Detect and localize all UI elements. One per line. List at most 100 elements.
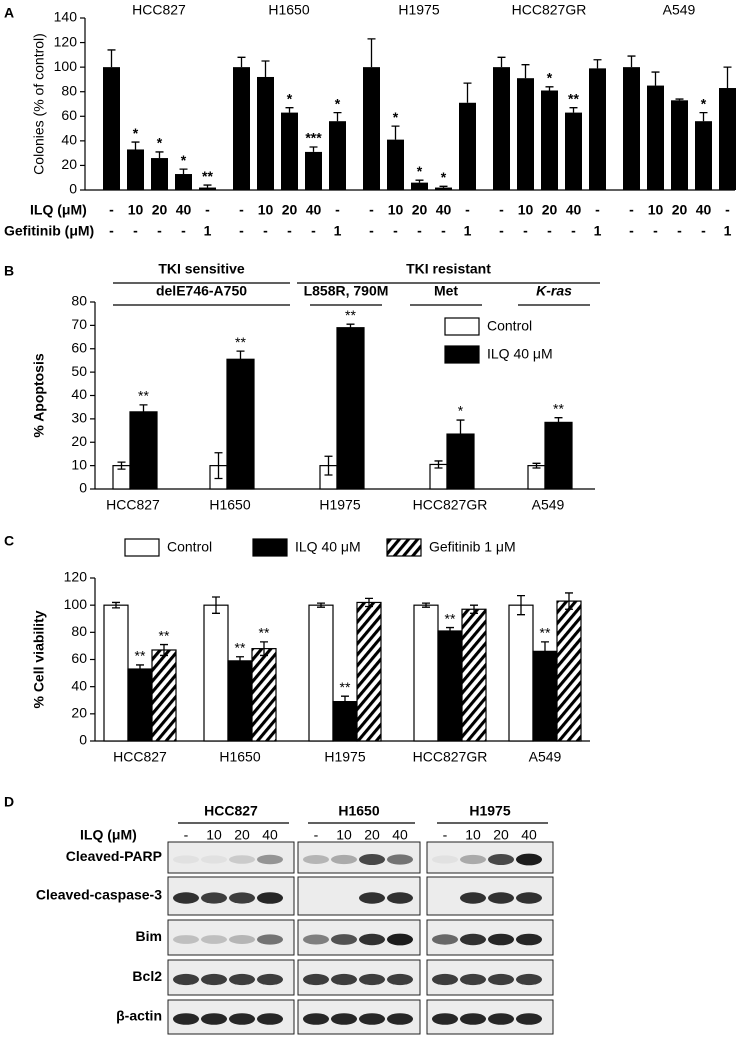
significance: *: [458, 403, 464, 419]
error-bar: [203, 184, 212, 188]
blot-band: [229, 935, 255, 944]
bar: [541, 90, 558, 190]
y-tick-label: 40: [61, 132, 77, 148]
blot-band: [359, 973, 385, 986]
significance: **: [235, 334, 246, 350]
condition-value: -: [311, 223, 316, 239]
blot-band: [387, 892, 413, 904]
treatment-label: ILQ (μM): [80, 827, 137, 843]
bar: [356, 601, 382, 742]
group-label: HCC827GR: [512, 2, 587, 18]
significance: **: [235, 639, 246, 655]
bar: [305, 151, 322, 190]
blot-band: [173, 973, 199, 986]
bar: [227, 660, 253, 742]
group-label: A549: [663, 2, 696, 18]
blot-band: [303, 1013, 329, 1025]
y-tick-label: 120: [54, 33, 78, 49]
condition-value: -: [133, 223, 138, 239]
y-tick-label: 60: [61, 107, 77, 123]
blot-band: [460, 1013, 486, 1025]
blot-band: [432, 1013, 458, 1025]
y-tick-label: 80: [61, 82, 77, 98]
bar: [281, 112, 298, 190]
significance: *: [701, 95, 707, 111]
condition-value: 40: [696, 202, 712, 218]
significance: *: [287, 90, 293, 106]
blot-band: [488, 892, 514, 904]
significance: *: [133, 125, 139, 141]
significance: *: [441, 169, 447, 185]
blot-band: [432, 973, 458, 986]
condition-value: 10: [128, 202, 144, 218]
blot-band: [201, 973, 227, 986]
error-bar: [333, 111, 342, 122]
y-tick-label: 100: [54, 58, 78, 74]
blot-band: [229, 892, 255, 904]
condition-value: -: [181, 223, 186, 239]
bar: [175, 174, 192, 190]
error-bar: [236, 656, 244, 666]
cell-line-label: H1975: [469, 803, 510, 819]
blot-band: [303, 855, 329, 864]
blot-panel: [167, 841, 295, 874]
bar: [203, 604, 229, 742]
protein-label: Cleaved-caspase-3: [36, 887, 162, 903]
x-tick-label: HCC827GR: [413, 749, 488, 765]
blot-band: [460, 973, 486, 986]
blot-band: [516, 853, 542, 866]
condition-value: 10: [648, 202, 664, 218]
error-bar: [554, 417, 563, 428]
condition-value: 1: [204, 223, 212, 239]
error-bar: [139, 404, 148, 420]
legend-label: Control: [167, 539, 212, 555]
error-bar: [136, 664, 144, 674]
x-tick-label: A549: [529, 749, 562, 765]
condition-value: 20: [282, 202, 298, 218]
y-tick-label: 30: [71, 410, 87, 426]
error-bar: [367, 38, 376, 68]
bar: [493, 67, 510, 190]
error-bar: [434, 460, 443, 469]
error-bar: [391, 125, 400, 140]
significance: **: [345, 307, 356, 323]
condition-value: -: [205, 202, 210, 218]
error-bar: [112, 601, 120, 609]
error-bar: [261, 60, 270, 77]
significance: **: [340, 679, 351, 695]
significance: *: [417, 163, 423, 179]
condition-value: 20: [542, 202, 558, 218]
error-bar: [497, 56, 506, 68]
bar: [129, 411, 158, 490]
error-bar: [260, 641, 268, 657]
lane-label: 20: [493, 827, 509, 843]
error-bar: [309, 146, 318, 152]
error-bar: [651, 71, 660, 86]
bar: [459, 102, 476, 190]
bracket-label: delE746-A750: [156, 283, 247, 299]
condition-value: -: [369, 223, 374, 239]
condition-value: -: [725, 202, 730, 218]
lane-label: 40: [262, 827, 278, 843]
error-bar: [517, 595, 525, 616]
bar: [527, 465, 546, 490]
blot-band: [359, 854, 385, 865]
significance: *: [181, 152, 187, 168]
y-tick-label: 120: [64, 569, 88, 585]
error-bar: [593, 59, 602, 69]
error-bar: [699, 111, 708, 122]
y-tick-label: 20: [61, 156, 77, 172]
significance: **: [568, 90, 579, 106]
cell-line-label: HCC827: [204, 803, 258, 819]
bar: [411, 182, 428, 190]
error-bar: [415, 179, 424, 183]
bar: [251, 648, 277, 742]
y-tick-label: 20: [71, 705, 87, 721]
condition-value: 40: [566, 202, 582, 218]
bar: [151, 158, 168, 190]
blot-band: [359, 933, 385, 946]
error-bar: [463, 82, 472, 103]
error-bar: [569, 107, 578, 113]
condition-value: -: [441, 223, 446, 239]
bar: [517, 78, 534, 190]
